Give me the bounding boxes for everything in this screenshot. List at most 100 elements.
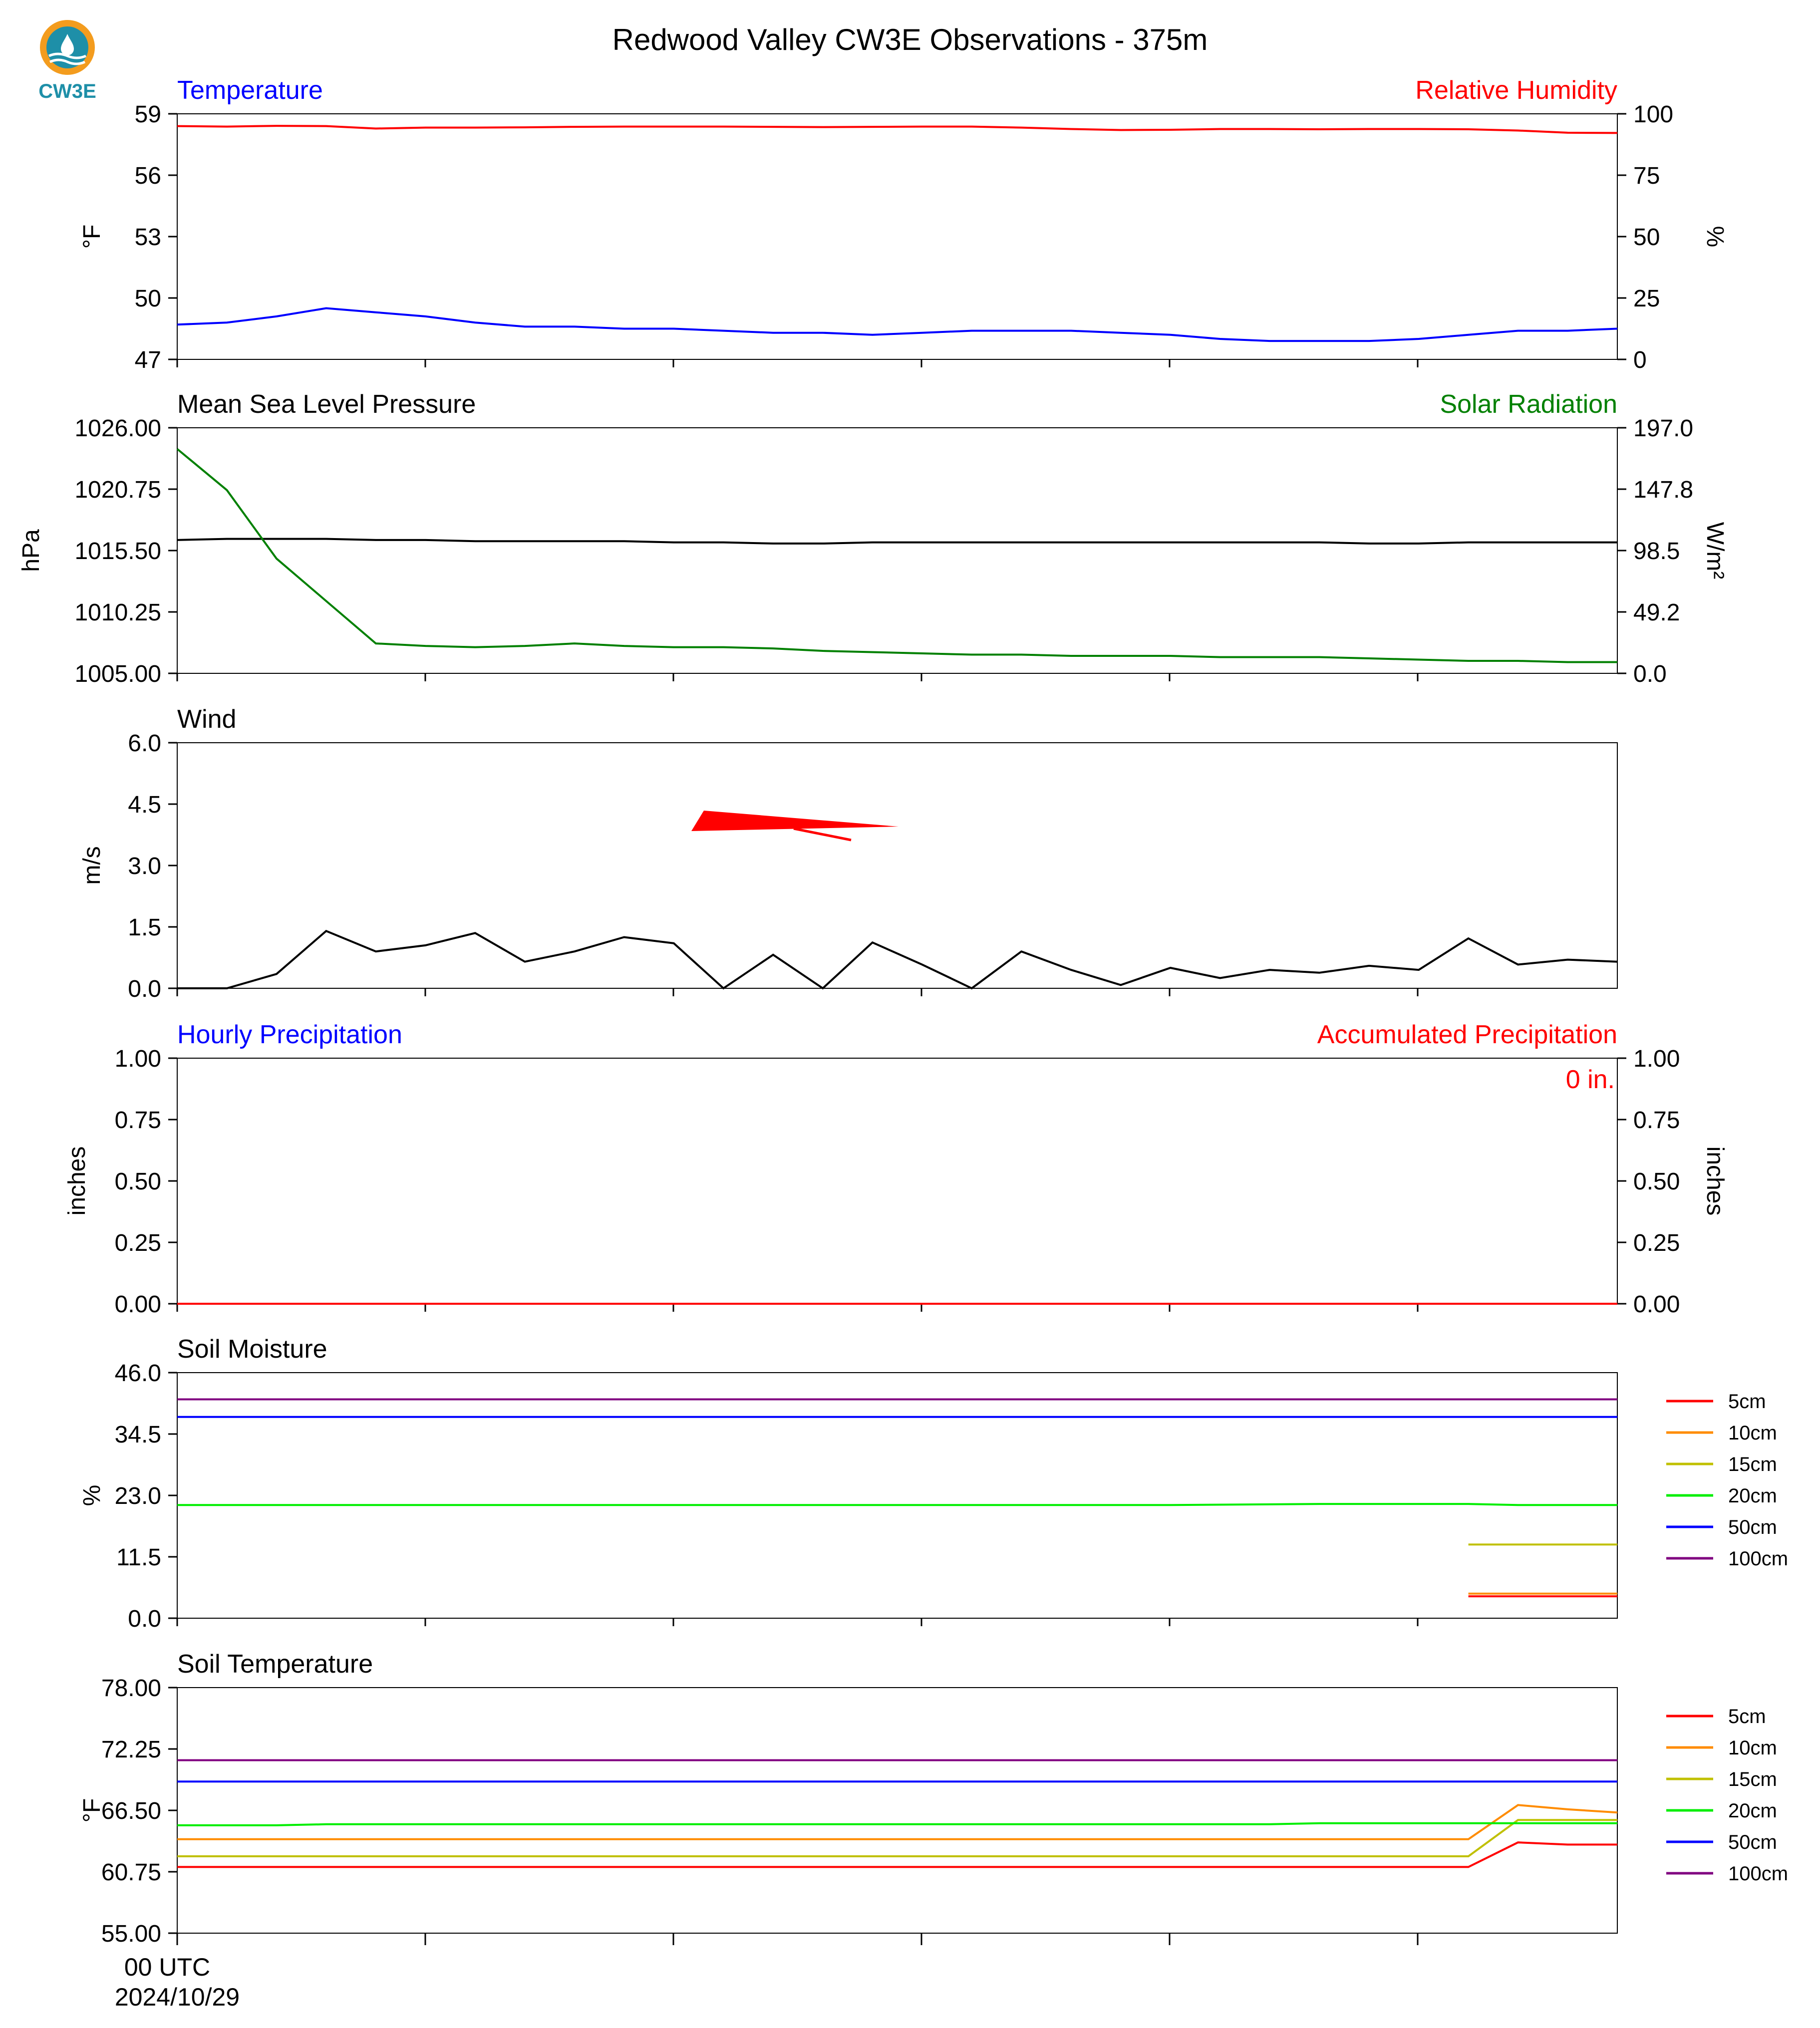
y-tick-label: 1026.00: [74, 415, 161, 442]
y-tick-label: 1015.50: [74, 538, 161, 565]
panel-title-right: Accumulated Precipitation: [1317, 1020, 1617, 1049]
panel-1: Temperature Relative Humidity 59 56 53 50 47 °F…: [79, 76, 1728, 373]
y-tick-label: 1020.75: [74, 477, 161, 503]
y-tick-label: 50: [135, 286, 161, 312]
y-tick-label: 34.5: [115, 1422, 161, 1448]
y-axis-label: m/s: [79, 846, 105, 884]
y2-tick-label: 0: [1633, 347, 1647, 373]
y2-tick-label: 25: [1633, 286, 1660, 312]
legend-label: 15cm: [1728, 1768, 1777, 1790]
x-tick-label: 00 UTC: [124, 1953, 210, 1981]
y2-axis-label: W/m²: [1702, 522, 1728, 579]
logo-graphic: CW3E: [38, 20, 96, 102]
legend-label: 5cm: [1728, 1706, 1766, 1728]
y-axis-label: °F: [79, 1798, 105, 1823]
y2-tick-label: 1.00: [1633, 1046, 1680, 1072]
plot-frame: [177, 1687, 1618, 1934]
logo-wave: [48, 52, 87, 59]
legend-label: 10cm: [1728, 1422, 1777, 1444]
y2-tick-label: 98.5: [1633, 538, 1680, 565]
legend-label: 100cm: [1728, 1863, 1788, 1885]
series-line-mean-sea-level-pressure: [177, 538, 1617, 545]
plot-frame: [177, 1372, 1618, 1619]
y2-tick-label: 0.0: [1633, 661, 1667, 687]
legend-label: 10cm: [1728, 1737, 1777, 1759]
y-tick-label: 46.0: [115, 1360, 161, 1387]
panel-title-right: Solar Radiation: [1440, 390, 1617, 419]
y-axis-label: °F: [79, 225, 105, 249]
y2-tick-label: 197.0: [1633, 415, 1693, 442]
panel-5: Soil Moisture 46.0 34.5 23.0 11.5 0.0% 5cm 10cm…: [79, 1335, 1788, 1632]
series-line-temperature: [177, 307, 1618, 342]
y-tick-label: 72.25: [101, 1737, 161, 1763]
y-tick-label: 56: [135, 163, 161, 189]
y2-tick-label: 50: [1633, 224, 1660, 251]
series-line-15cm: [177, 1819, 1617, 1857]
y-tick-label: 6.0: [128, 730, 161, 757]
plot-frame: [177, 742, 1618, 989]
y-tick-label: 1.00: [115, 1046, 161, 1072]
panel-title-left: Hourly Precipitation: [177, 1020, 402, 1049]
y-tick-label: 78.00: [101, 1675, 161, 1702]
y-tick-label: 3.0: [128, 853, 161, 879]
legend-label: 50cm: [1728, 1516, 1777, 1538]
y-tick-label: 23.0: [115, 1483, 161, 1509]
series-line-5cm: [177, 1841, 1617, 1868]
y-tick-label: 0.50: [115, 1168, 161, 1195]
y2-tick-label: 100: [1633, 101, 1673, 128]
panel-title-left: Mean Sea Level Pressure: [177, 390, 476, 419]
y2-axis-label: inches: [1702, 1147, 1728, 1216]
y2-tick-label: 147.8: [1633, 477, 1693, 503]
panel-4: Hourly Precipitation Accumulated Precipit…: [64, 1020, 1728, 1318]
logo-wave-2: [49, 58, 86, 65]
series-line-20cm: [177, 1822, 1617, 1826]
y2-tick-label: 0.50: [1633, 1168, 1680, 1195]
chart-panels: Temperature Relative Humidity 59 56 53 50 47 °F…: [18, 76, 1788, 2011]
panel-title-right: Relative Humidity: [1415, 76, 1617, 105]
accumulated-total-label: 0 in.: [1566, 1065, 1615, 1094]
y-tick-label: 55.00: [101, 1921, 161, 1947]
panel-title-left: Temperature: [177, 76, 323, 105]
cw3e-logo: CW3E: [30, 15, 105, 105]
plot-frame: [177, 113, 1618, 360]
plot-frame: [177, 1058, 1618, 1304]
y-tick-label: 4.5: [128, 792, 161, 818]
y2-axis-label: %: [1702, 226, 1728, 248]
y2-tick-label: 0.25: [1633, 1230, 1680, 1256]
y-tick-label: 53: [135, 224, 161, 251]
y-tick-label: 1.5: [128, 914, 161, 941]
series-line-wind: [177, 929, 1618, 990]
panel-3: Wind 6.0 4.5 3.0 1.5 0.0 m/s: [79, 705, 1618, 1002]
series-line-solar-radiation: [176, 448, 1617, 663]
y2-tick-label: 0.00: [1633, 1291, 1680, 1318]
wind-barb-pennant: [691, 811, 899, 831]
y-tick-label: 59: [135, 101, 161, 128]
panel-2: Mean Sea Level Pressure Solar Radiation 10…: [18, 390, 1728, 687]
legend-label: 100cm: [1728, 1548, 1788, 1570]
x-tick-date: 2024/10/29: [115, 1983, 240, 2011]
y2-tick-label: 49.2: [1633, 599, 1680, 626]
panel-title-left: Soil Temperature: [177, 1650, 373, 1679]
y-axis-label: %: [79, 1485, 105, 1506]
logo-text: CW3E: [38, 80, 96, 102]
legend-label: 50cm: [1728, 1831, 1777, 1853]
legend-label: 15cm: [1728, 1453, 1777, 1475]
series-line-20cm: [177, 1503, 1617, 1506]
plot-frame: [177, 427, 1618, 674]
y-tick-label: 0.0: [128, 1606, 161, 1632]
y-tick-label: 0.0: [128, 976, 161, 1002]
y2-tick-label: 75: [1633, 163, 1660, 189]
wind-barb-tail: [793, 827, 852, 842]
figure-title: Redwood Valley CW3E Observations - 375m: [612, 23, 1208, 56]
y-tick-label: 11.5: [116, 1544, 161, 1571]
drop-icon: [61, 34, 74, 55]
series-line-relative-humidity: [177, 125, 1618, 134]
panel-title-left: Wind: [177, 705, 236, 734]
y-tick-label: 0.75: [115, 1107, 161, 1134]
y-tick-label: 47: [135, 347, 161, 373]
legend-label: 5cm: [1728, 1391, 1766, 1413]
legend-label: 20cm: [1728, 1485, 1777, 1507]
y-tick-label: 0.00: [115, 1291, 161, 1318]
series-line-10cm: [177, 1804, 1618, 1840]
